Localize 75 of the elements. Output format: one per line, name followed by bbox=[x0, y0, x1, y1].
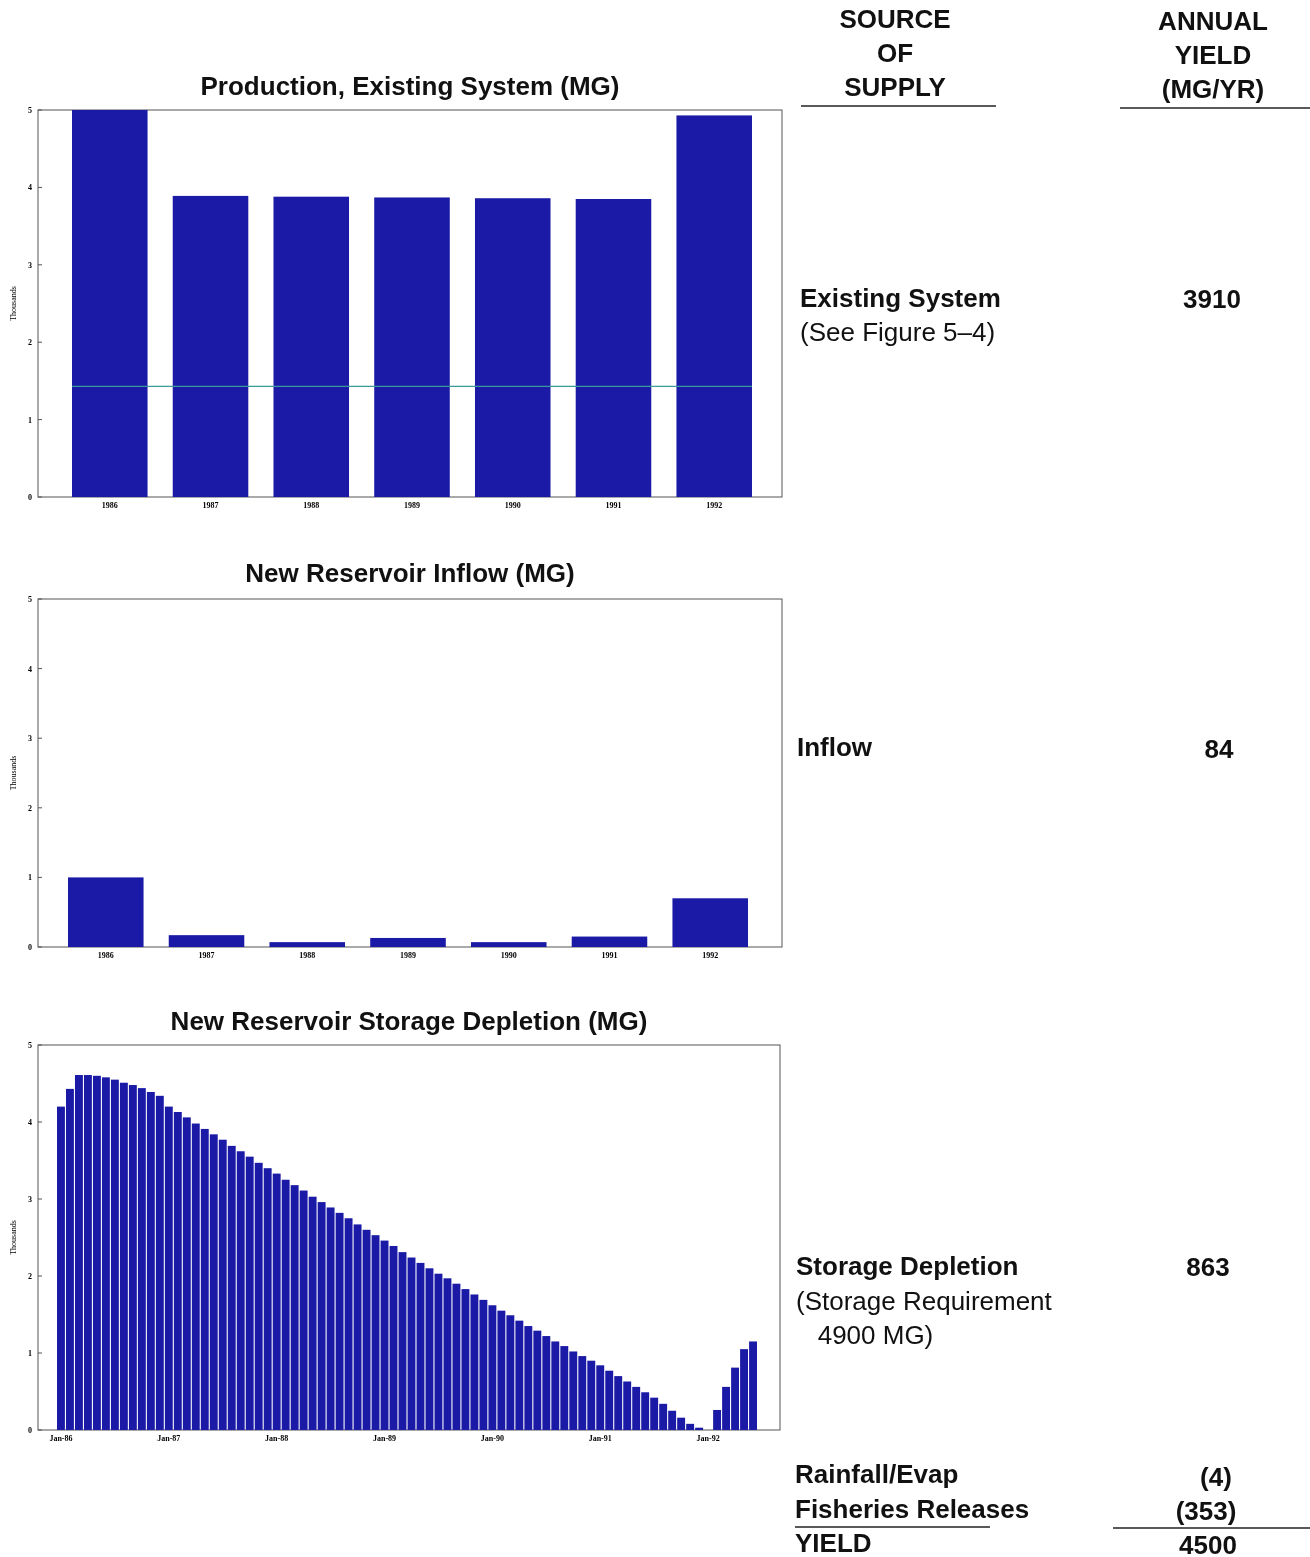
x-tick-label: 1990 bbox=[504, 501, 521, 510]
y-tick-label: 2 bbox=[28, 803, 32, 813]
source-note: SOURCE OF SUPPLY bbox=[839, 4, 951, 102]
y-tick-label: 0 bbox=[28, 1426, 32, 1435]
text: ANNUAL YIELD (MG/YR) bbox=[1158, 6, 1268, 104]
bar bbox=[269, 942, 346, 947]
x-tick-label: Jan-91 bbox=[588, 1434, 612, 1443]
y-tick-label: 3 bbox=[28, 260, 32, 270]
text: (353) bbox=[1175, 1496, 1237, 1526]
x-tick-label: Jan-87 bbox=[157, 1434, 181, 1443]
y-tick-label: 5 bbox=[28, 595, 32, 604]
y-tick-label: 4 bbox=[28, 183, 32, 193]
y-tick-label: 3 bbox=[28, 734, 32, 744]
x-tick-label: Jan-92 bbox=[696, 1434, 720, 1443]
text: (4) bbox=[1200, 1462, 1232, 1492]
x-tick-label: Jan-89 bbox=[372, 1434, 397, 1443]
x-tick-label: Jan-88 bbox=[265, 1434, 289, 1443]
bar bbox=[474, 198, 551, 497]
bar bbox=[672, 898, 748, 947]
x-tick-label: 1988 bbox=[299, 951, 316, 960]
text: YIELD bbox=[795, 1528, 872, 1557]
y-tick-label: 4 bbox=[28, 1118, 32, 1127]
bar bbox=[168, 935, 245, 947]
text: 863 bbox=[1186, 1252, 1230, 1282]
chart-title: Production, Existing System (MG) bbox=[200, 71, 620, 101]
y-tick-label: 5 bbox=[28, 1041, 32, 1050]
y-tick-label: 4 bbox=[28, 664, 32, 674]
text: Rainfall/Evap bbox=[795, 1459, 959, 1489]
x-tick-label: 1989 bbox=[404, 501, 420, 510]
text: 4500 bbox=[1179, 1530, 1237, 1557]
chart-title: New Reservoir Inflow (MG) bbox=[245, 558, 575, 588]
y-tick-label: 2 bbox=[28, 338, 32, 348]
bar bbox=[72, 110, 148, 497]
x-tick-label: 1988 bbox=[303, 501, 320, 510]
x-tick-label: 1989 bbox=[400, 951, 416, 960]
x-tick-label: 1987 bbox=[202, 501, 219, 510]
bar bbox=[68, 877, 144, 947]
y-axis-title: Thousands bbox=[9, 286, 18, 321]
x-tick-label: 1986 bbox=[101, 501, 118, 510]
y-tick-label: 0 bbox=[28, 943, 32, 952]
bar bbox=[172, 195, 249, 497]
bar bbox=[273, 196, 350, 497]
y-tick-label: 2 bbox=[28, 1272, 32, 1281]
text: (See Figure 5–4) bbox=[800, 317, 996, 347]
text: 3910 bbox=[1183, 284, 1241, 314]
x-tick-label: 1990 bbox=[500, 951, 517, 960]
y-tick-label: 1 bbox=[28, 1349, 32, 1358]
text: (Storage Requirement 4900 MG) bbox=[796, 1286, 1053, 1350]
y-tick-label: 1 bbox=[28, 415, 32, 425]
x-tick-label: 1986 bbox=[97, 951, 114, 960]
text: Fisheries Releases bbox=[795, 1494, 1030, 1524]
bar bbox=[676, 115, 752, 497]
y-tick-label: 5 bbox=[28, 106, 32, 115]
x-tick-label: 1991 bbox=[605, 501, 622, 510]
bar bbox=[575, 199, 652, 497]
bar bbox=[374, 197, 450, 497]
bar bbox=[470, 942, 547, 947]
x-tick-label: 1987 bbox=[198, 951, 215, 960]
y-axis-title: Thousands bbox=[9, 1220, 18, 1255]
x-tick-label: 1991 bbox=[601, 951, 618, 960]
x-tick-label: 1992 bbox=[706, 501, 723, 510]
x-tick-label: Jan-90 bbox=[480, 1434, 504, 1443]
y-tick-label: 0 bbox=[28, 493, 32, 502]
text: Inflow bbox=[797, 732, 873, 762]
y-tick-label: 1 bbox=[28, 873, 32, 883]
bar bbox=[571, 936, 648, 947]
text: 84 bbox=[1204, 734, 1234, 764]
text: Existing System bbox=[800, 283, 1001, 313]
y-axis-title: Thousands bbox=[9, 755, 18, 791]
x-tick-label: Jan-86 bbox=[49, 1434, 73, 1443]
x-tick-label: 1992 bbox=[702, 951, 719, 960]
chart-title: New Reservoir Storage Depletion (MG) bbox=[170, 1006, 648, 1036]
bar bbox=[370, 937, 446, 947]
y-tick-label: 3 bbox=[28, 1195, 32, 1204]
text: Storage Depletion bbox=[796, 1251, 1019, 1281]
